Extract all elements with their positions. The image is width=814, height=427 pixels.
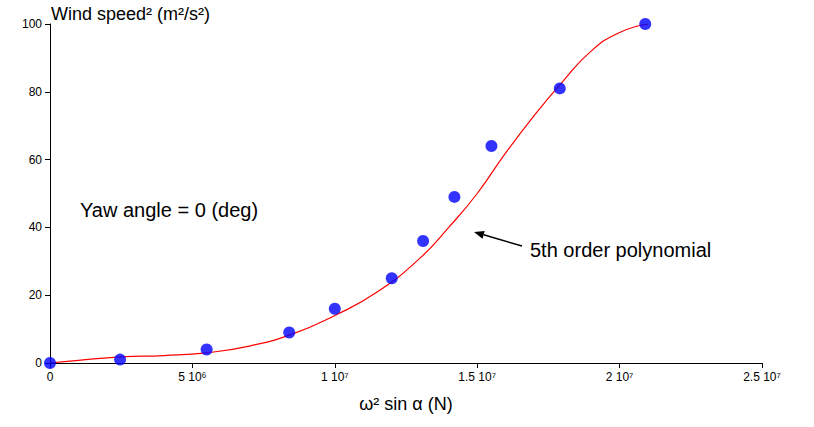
- svg-text:2 10⁷: 2 10⁷: [606, 370, 634, 384]
- svg-text:ω² sin α (N): ω² sin α (N): [359, 394, 452, 414]
- svg-text:Wind speed² (m²/s²): Wind speed² (m²/s²): [51, 4, 210, 24]
- svg-text:80: 80: [29, 85, 43, 99]
- svg-text:Yaw angle = 0 (deg): Yaw angle = 0 (deg): [80, 199, 258, 221]
- svg-text:100: 100: [22, 17, 42, 31]
- svg-text:2.5 10⁷: 2.5 10⁷: [743, 370, 781, 384]
- svg-text:5 10⁶: 5 10⁶: [178, 370, 206, 384]
- svg-text:40: 40: [29, 220, 43, 234]
- svg-text:1.5 10⁷: 1.5 10⁷: [458, 370, 496, 384]
- svg-text:0: 0: [47, 370, 54, 384]
- svg-text:20: 20: [29, 288, 43, 302]
- svg-text:0: 0: [35, 356, 42, 370]
- svg-text:5th order polynomial: 5th order polynomial: [530, 239, 711, 261]
- svg-text:60: 60: [29, 153, 43, 167]
- svg-text:1 10⁷: 1 10⁷: [321, 370, 349, 384]
